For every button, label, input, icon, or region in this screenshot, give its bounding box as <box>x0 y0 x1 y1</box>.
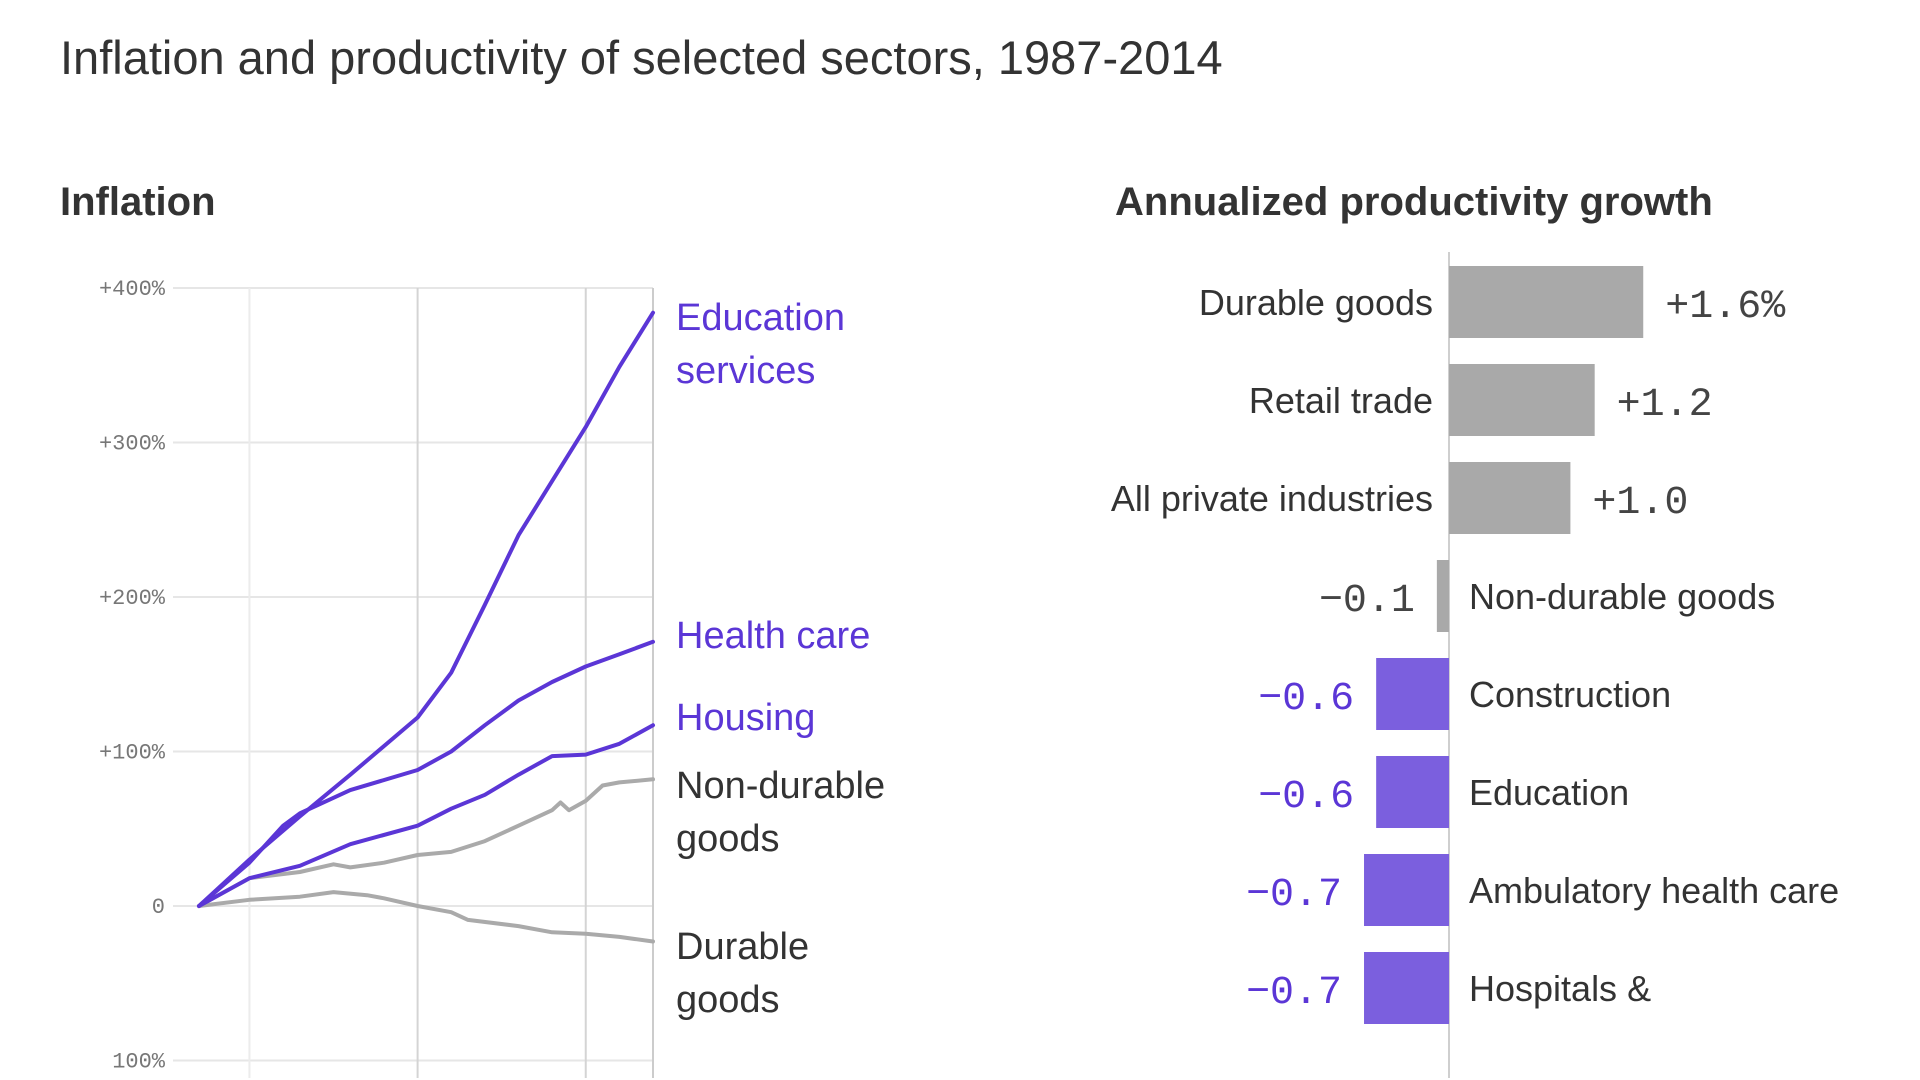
y-tick-label: 100% <box>112 1050 166 1075</box>
series-line-non-durable-goods <box>197 777 655 908</box>
series-line-housing <box>197 723 655 908</box>
y-tick-label: +400% <box>99 277 166 302</box>
value-label: −0.7 <box>1246 873 1342 918</box>
y-tick-label: +300% <box>99 432 166 457</box>
y-tick-label: +100% <box>99 741 166 766</box>
series-label: Health care <box>676 615 870 657</box>
series-label: Housing <box>676 697 815 739</box>
value-label: +1.6% <box>1665 285 1786 330</box>
series-label: Non-durable <box>676 765 885 807</box>
category-label: All private industries <box>1111 478 1433 519</box>
bar-durable-goods <box>1449 266 1644 338</box>
series-label: goods <box>676 818 780 860</box>
value-label: −0.6 <box>1258 677 1354 722</box>
series-label: goods <box>676 979 780 1021</box>
bar-education <box>1376 756 1449 828</box>
value-label: +1.2 <box>1617 383 1713 428</box>
series-line-education-services <box>197 310 655 908</box>
category-label: Retail trade <box>1249 380 1433 421</box>
bar-all-private-industries <box>1449 462 1571 534</box>
productivity-subtitle: Annualized productivity growth <box>1115 180 1713 224</box>
bar-hospitals <box>1364 952 1449 1024</box>
chart-title: Inflation and productivity of selected s… <box>60 31 1223 84</box>
bar-retail-trade <box>1449 364 1595 436</box>
value-label: −0.1 <box>1319 579 1415 624</box>
series-label: Durable <box>676 926 809 968</box>
category-label: Construction <box>1469 674 1671 715</box>
y-tick-label: 0 <box>152 895 165 920</box>
bar-ambulatory-health-care <box>1364 854 1449 926</box>
category-label: Durable goods <box>1199 282 1433 323</box>
bar-non-durable-goods <box>1436 560 1449 632</box>
category-label: Non-durable goods <box>1469 576 1775 617</box>
category-label: Ambulatory health care <box>1469 870 1839 911</box>
y-tick-label: +200% <box>99 586 166 611</box>
category-label: Education <box>1469 772 1629 813</box>
inflation-subtitle: Inflation <box>60 180 216 224</box>
bar-construction <box>1376 658 1449 730</box>
value-label: −0.6 <box>1258 775 1354 820</box>
value-label: +1.0 <box>1592 481 1688 526</box>
series-label: services <box>676 350 815 392</box>
series-line-durable-goods <box>197 890 655 944</box>
series-label: Education <box>676 297 845 339</box>
category-label: Hospitals & <box>1469 968 1651 1009</box>
value-label: −0.7 <box>1246 971 1342 1016</box>
series-line-health-care <box>197 639 655 908</box>
